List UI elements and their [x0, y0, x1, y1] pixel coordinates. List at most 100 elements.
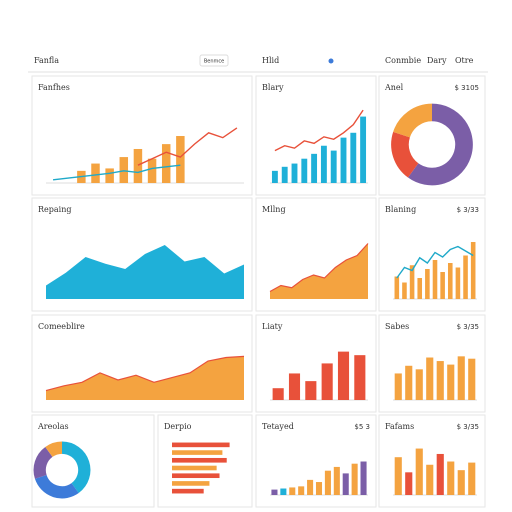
area [270, 243, 368, 299]
bar [425, 269, 430, 299]
header-item[interactable]: Conmbie [385, 56, 421, 65]
bar [333, 466, 340, 495]
chart-title: Liaty [262, 322, 283, 331]
bar [394, 276, 400, 299]
bar [470, 242, 476, 299]
bar [280, 488, 287, 495]
area [46, 356, 244, 400]
bar [298, 486, 305, 495]
bar [426, 357, 434, 400]
bar [324, 470, 331, 495]
donut-slice [33, 446, 53, 479]
bar [340, 137, 347, 183]
bar [354, 355, 366, 400]
bar [91, 163, 100, 183]
chart-title: Comeeblire [38, 322, 85, 331]
hbar [172, 442, 230, 448]
bar [119, 157, 129, 183]
bar [311, 153, 318, 183]
line [52, 164, 181, 181]
bar [315, 482, 323, 495]
bar [426, 464, 434, 495]
header-button-label[interactable]: Benmce [204, 59, 224, 65]
donut-slice [391, 131, 419, 178]
bar [447, 263, 453, 299]
chart-subtitle: $ 3/35 [457, 323, 479, 331]
bar [436, 453, 444, 495]
bar [417, 278, 423, 299]
chart-title: Areolas [37, 422, 69, 431]
header-title: Fanfla [34, 56, 59, 65]
hbar [172, 465, 217, 471]
bar [271, 489, 278, 495]
header-item[interactable]: Hlid [262, 56, 279, 65]
bar [288, 373, 301, 400]
hbar [172, 450, 223, 455]
bar [105, 168, 114, 183]
bar [457, 470, 465, 495]
donut-slice [61, 441, 91, 494]
bar [330, 150, 337, 183]
bar [457, 356, 465, 400]
chart-title: Fanfhes [38, 83, 70, 92]
line [269, 243, 369, 293]
donut-slice [408, 103, 473, 186]
chart-title: Sabes [385, 322, 409, 331]
bar [272, 388, 284, 400]
bar [440, 272, 445, 299]
bar [415, 448, 423, 495]
bar [468, 358, 476, 400]
bar [468, 462, 476, 495]
hbar [172, 457, 227, 463]
bar [320, 145, 327, 183]
chart-subtitle: $ 3105 [455, 84, 480, 92]
chart-title: Fafams [385, 422, 414, 431]
bar [360, 116, 367, 183]
line [45, 355, 245, 392]
header-item[interactable]: Dary [427, 56, 447, 65]
hbar [172, 473, 220, 479]
bar [161, 144, 171, 183]
bar [415, 369, 423, 400]
bar [147, 158, 157, 183]
bar [307, 479, 314, 495]
bar [321, 363, 333, 400]
bar [301, 158, 308, 183]
header-button[interactable] [199, 54, 229, 67]
chart-title: Blary [262, 83, 284, 92]
chart-title: Blaning [385, 205, 416, 214]
bar [455, 267, 461, 299]
hbar [172, 488, 204, 494]
bar [133, 148, 143, 183]
bar [305, 381, 317, 400]
bar [447, 364, 455, 400]
bar [342, 473, 349, 495]
bar [447, 461, 455, 495]
header-item[interactable]: Otre [455, 56, 474, 65]
line [137, 127, 238, 166]
bar [291, 163, 298, 183]
bar [289, 487, 296, 495]
bar [432, 260, 438, 299]
chart-title: Repaing [38, 205, 71, 214]
chart-title: Derpio [164, 422, 192, 431]
bar [176, 136, 185, 183]
bar [394, 373, 402, 400]
chart-subtitle: $ 3/33 [457, 206, 479, 214]
bar [394, 457, 402, 495]
bar [405, 365, 413, 400]
line [396, 245, 474, 279]
bar [350, 132, 357, 183]
chart-subtitle: $5 3 [354, 423, 370, 431]
hbar [172, 481, 210, 486]
bar [360, 461, 367, 495]
chart-title: Anel [384, 83, 404, 92]
bar [402, 282, 407, 299]
bar [271, 170, 278, 183]
header-icon[interactable] [328, 58, 334, 64]
bar [405, 472, 413, 495]
chart-subtitle: $ 3/35 [457, 423, 479, 431]
bar [463, 255, 468, 299]
line [274, 109, 364, 152]
